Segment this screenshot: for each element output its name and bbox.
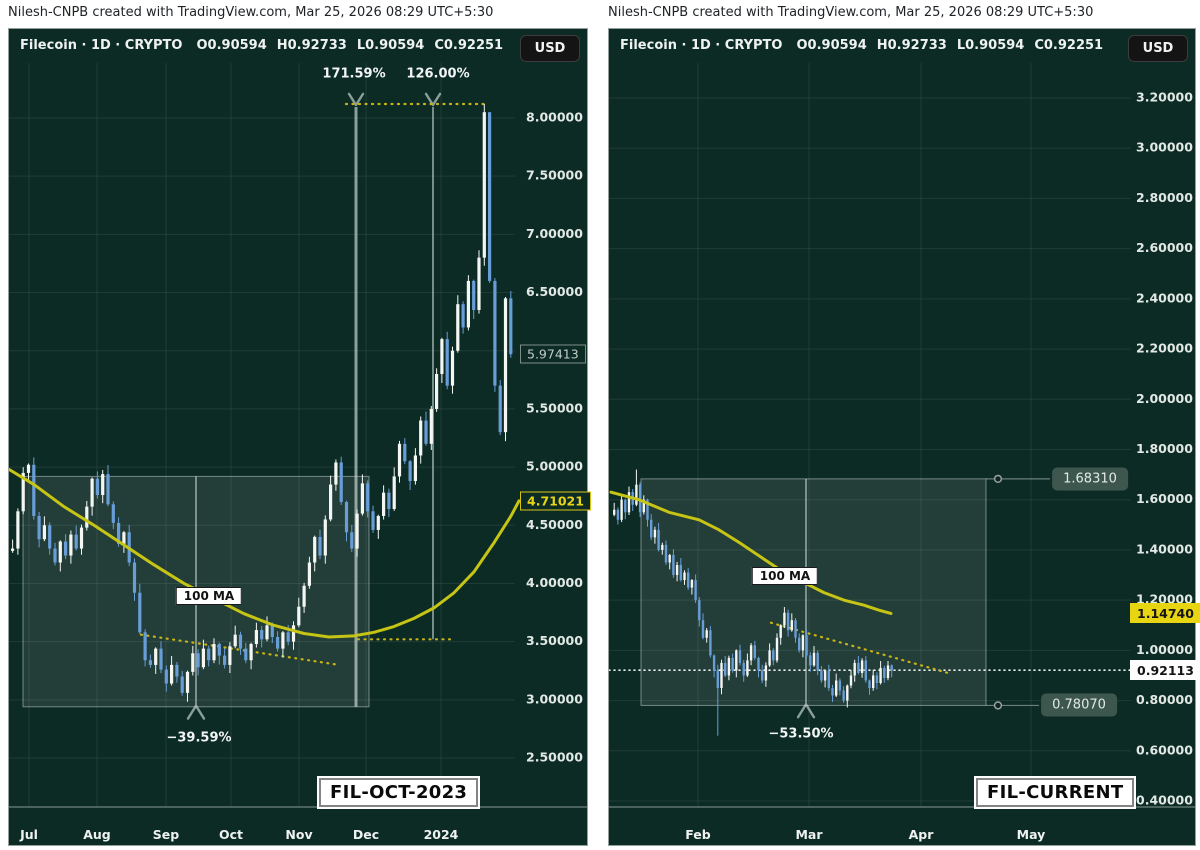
price-line-connector (986, 474, 1050, 484)
x-axis-labels: Jul Aug Sep Oct Nov Dec 2024 (19, 827, 459, 842)
arrow-up-icon (347, 92, 365, 107)
gridlines (609, 63, 1131, 807)
dotted-trend-line (769, 621, 950, 675)
candlestick-series (11, 104, 513, 702)
y-tick-label: 4.00000 (526, 575, 583, 590)
month-label: Jul (19, 827, 38, 842)
y-tick-label: 8.00000 (526, 110, 583, 125)
y-tick-label: 1.40000 (1136, 541, 1193, 556)
price-chart[interactable]: 8.00000 7.50000 7.00000 6.50000 5.50000 5.000… (9, 29, 587, 845)
month-label: Oct (219, 827, 243, 842)
y-tick-label: 0.60000 (1136, 742, 1193, 757)
x-axis-labels: Feb Mar Apr May (685, 827, 1045, 842)
month-label: Sep (153, 827, 179, 842)
y-tick-label: 7.00000 (526, 226, 583, 241)
month-label: Feb (685, 827, 711, 842)
y-tick-label: 7.50000 (526, 168, 583, 183)
y-tick-label: 1.60000 (1136, 491, 1193, 506)
candlestick-series (613, 469, 893, 736)
y-tick-label: 2.50000 (526, 750, 583, 765)
ohlc-low: L0.90594 (956, 38, 1025, 53)
ohlc-close: C0.92251 (434, 38, 504, 53)
y-tick-label: 2.80000 (1136, 190, 1193, 205)
symbol-title[interactable]: Filecoin · 1D · CRYPTO (620, 38, 783, 53)
ohlc-open: O0.90594 (196, 38, 267, 53)
y-tick-label: 3.00000 (526, 691, 583, 706)
month-label: Aug (83, 827, 111, 842)
y-tick-label: 2.60000 (1136, 240, 1193, 255)
month-label: Dec (353, 827, 379, 842)
ohlc-high: H0.92733 (876, 38, 947, 53)
y-tick-label: 1.80000 (1136, 441, 1193, 456)
y-tick-label: 6.50000 (526, 284, 583, 299)
y-tick-label: 5.50000 (526, 400, 583, 415)
y-tick-label: 1.00000 (1136, 642, 1193, 657)
ma-line (609, 490, 893, 615)
y-tick-label: 3.00000 (1136, 140, 1193, 155)
y-tick-label: 4.50000 (526, 517, 583, 532)
y-tick-label: 1.20000 (1136, 592, 1193, 607)
ohlc-close: C0.92251 (1034, 38, 1104, 53)
month-label: Apr (909, 827, 935, 842)
dotted-trend-line (139, 633, 341, 667)
ohlc-low: L0.90594 (356, 38, 425, 53)
attribution-right: Nilesh-CNPB created with TradingView.com… (608, 5, 1094, 20)
range-box (640, 478, 987, 719)
currency-toggle-button[interactable]: USD (520, 35, 580, 62)
month-label: Nov (285, 827, 312, 842)
measure-arrow (347, 92, 365, 707)
y-tick-label: 3.50000 (526, 633, 583, 648)
ohlc-open: O0.90594 (796, 38, 867, 53)
symbol-title[interactable]: Filecoin · 1D · CRYPTO (20, 38, 183, 53)
y-tick-label: 2.40000 (1136, 290, 1193, 305)
ma-line (9, 467, 521, 639)
gridlines (9, 63, 515, 807)
y-axis-labels: 3.20000 3.00000 2.80000 2.60000 2.40000 2.200… (1136, 90, 1193, 808)
month-label: 2024 (424, 827, 459, 842)
y-tick-label: 0.40000 (1136, 793, 1193, 808)
currency-toggle-button[interactable]: USD (1128, 35, 1188, 62)
y-tick-label: 0.80000 (1136, 692, 1193, 707)
price-line-connector (986, 701, 1039, 710)
y-axis-labels: 8.00000 7.50000 7.00000 6.50000 5.50000 5.000… (526, 110, 583, 765)
arrow-down-icon (796, 703, 816, 719)
chart-panel-fil-oct-2023: Filecoin · 1D · CRYPTO O0.90594 H0.92733… (8, 28, 591, 846)
y-tick-label: 5.00000 (526, 459, 583, 474)
y-tick-label: 2.00000 (1136, 391, 1193, 406)
chart-legend: Filecoin · 1D · CRYPTO O0.90594 H0.92733… (20, 38, 503, 53)
price-chart[interactable]: 3.20000 3.00000 2.80000 2.60000 2.40000 2.200… (609, 29, 1195, 845)
arrow-down-icon (186, 704, 206, 720)
measure-arrow (424, 92, 442, 640)
chart-legend: Filecoin · 1D · CRYPTO O0.90594 H0.92733… (620, 38, 1103, 53)
month-label: May (1017, 827, 1046, 842)
arrow-up-icon (424, 92, 442, 107)
y-tick-label: 2.20000 (1136, 341, 1193, 356)
chart-panel-fil-current: Filecoin · 1D · CRYPTO O0.90594 H0.92733… (608, 28, 1200, 846)
month-label: Mar (795, 827, 823, 842)
ohlc-high: H0.92733 (276, 38, 347, 53)
attribution-left: Nilesh-CNPB created with TradingView.com… (8, 5, 494, 20)
y-tick-label: 3.20000 (1136, 90, 1193, 105)
